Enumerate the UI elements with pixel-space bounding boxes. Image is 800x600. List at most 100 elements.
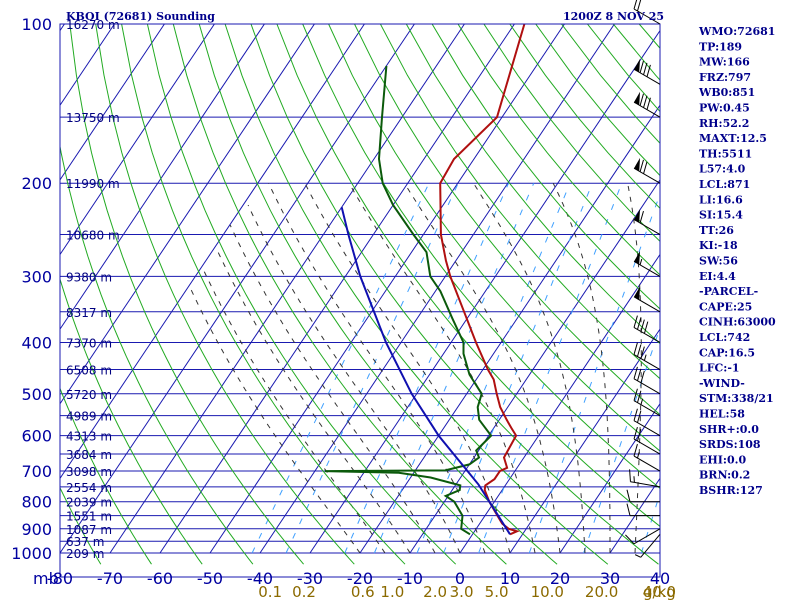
- index-value: CAP:16.5: [699, 346, 755, 359]
- index-value: MAXT:12.5: [699, 132, 767, 145]
- dry-adiabat: [795, 24, 800, 564]
- pressure-unit-label: mb: [33, 569, 59, 588]
- wind-barb: [633, 0, 661, 25]
- height-label: 10680 m: [66, 229, 120, 243]
- wind-barb: [633, 388, 661, 417]
- mixing-ratio-unit: g/kg: [643, 583, 676, 600]
- moist-adiabat: [348, 182, 536, 554]
- barb-full: [637, 390, 642, 403]
- wind-barb: [626, 503, 660, 517]
- mixing-ratio-label: 3.0: [450, 583, 474, 600]
- moist-adiabat: [189, 287, 361, 554]
- temperature-tick-label: -10: [397, 569, 423, 588]
- dry-adiabat: [431, 24, 660, 310]
- barb-full: [633, 0, 638, 10]
- index-value: SW:56: [699, 255, 738, 268]
- pressure-tick-label: 400: [21, 333, 52, 352]
- wind-barb: [633, 342, 661, 370]
- indices-panel: WMO:72681 TP:189 MW:166 FRZ:797 WB0:851 PW:0.…: [698, 25, 776, 497]
- barb-full: [626, 503, 631, 516]
- barb-full: [637, 429, 642, 442]
- dry-adiabat: [379, 24, 660, 380]
- height-label: 209 m: [66, 547, 104, 561]
- height-label: 3098 m: [66, 465, 112, 479]
- barb-staff: [633, 167, 661, 184]
- moist-adiabat: [659, 547, 660, 553]
- index-value: CINH:63000: [699, 316, 776, 329]
- mixing-ratio-label: 0.2: [292, 583, 316, 600]
- isotherm-line: [60, 24, 215, 256]
- index-value: TT:26: [699, 224, 734, 237]
- dry-adiabat: [198, 24, 558, 565]
- dry-adiabat: [354, 24, 660, 416]
- isotherm-line: [60, 24, 265, 331]
- dry-adiabat: [250, 24, 659, 565]
- barb-full: [640, 319, 645, 332]
- dry-adiabats: [60, 24, 800, 565]
- wind-barb: [633, 315, 661, 343]
- wind-barb: [633, 408, 661, 437]
- wind-barb: [626, 489, 660, 503]
- pressure-tick-label: 800: [21, 493, 52, 512]
- wind-barb: [633, 286, 661, 313]
- barb-staff: [633, 354, 661, 370]
- mixing-ratio-label: 1.0: [380, 583, 404, 600]
- barb-full: [633, 427, 638, 440]
- barb-half: [637, 451, 640, 459]
- height-label: 7370 m: [66, 336, 112, 350]
- moist-adiabat: [229, 224, 436, 554]
- index-value: LFC:-1: [699, 362, 740, 375]
- temperature-tick-label: 0: [455, 569, 465, 588]
- index-value: BSHR:127: [699, 484, 763, 497]
- pressure-tick-label: 300: [21, 267, 52, 286]
- mixing-ratio-label: 20.0: [585, 583, 618, 600]
- dry-adiabat: [276, 24, 660, 528]
- barb-full: [643, 62, 648, 75]
- temperature-tick-label: -60: [147, 569, 173, 588]
- index-value: FRZ:797: [699, 71, 751, 84]
- dry-adiabat: [121, 24, 406, 565]
- isotherm-line: [60, 24, 365, 480]
- barb-flag: [634, 251, 641, 265]
- isotherm-line: [309, 29, 660, 554]
- height-label: 8317 m: [66, 306, 112, 320]
- isotherm-line: [559, 402, 660, 554]
- barb-staff: [633, 455, 661, 472]
- dry-adiabat: [146, 24, 457, 565]
- temperature-tick-label: -80: [47, 569, 73, 588]
- barb-staff: [633, 420, 661, 437]
- temperature-tick-label: -40: [247, 569, 273, 588]
- pressure-tick-label: 500: [21, 385, 52, 404]
- mixing-ratio-line: [285, 183, 459, 554]
- pressure-tick-label: 200: [21, 174, 52, 193]
- profile-lines: [324, 24, 526, 536]
- valid-time: 1200Z 8 NOV 25: [563, 10, 664, 23]
- index-value: BRN:0.2: [699, 469, 750, 482]
- isotherm-line: [359, 104, 660, 554]
- height-label: 4313 m: [66, 430, 112, 444]
- height-label: 2039 m: [66, 496, 112, 510]
- barb-full: [637, 344, 642, 357]
- wind-barb: [633, 366, 661, 395]
- moist-adiabat: [268, 182, 486, 554]
- wind-barb: [633, 91, 661, 118]
- barb-full: [633, 388, 638, 401]
- barb-flag: [634, 209, 641, 223]
- wind-barb: [633, 209, 661, 235]
- barb-flag: [634, 58, 641, 73]
- pressure-tick-label: 700: [21, 462, 52, 481]
- index-value: KI:-18: [699, 239, 738, 252]
- barb-full: [629, 469, 631, 482]
- isotherm-line: [0, 24, 14, 553]
- mixing-ratio-line: [344, 183, 509, 554]
- height-label: 4989 m: [66, 410, 112, 424]
- barb-half: [634, 554, 641, 558]
- mixing-ratio-line: [443, 183, 593, 554]
- index-value: SI:15.4: [699, 209, 743, 222]
- wind-barb: [634, 534, 661, 558]
- moist-adiabat: [247, 204, 461, 554]
- temperature-tick-label: -50: [197, 569, 223, 588]
- height-label: 9380 m: [66, 270, 112, 284]
- index-value: TH:5511: [699, 147, 752, 160]
- wind-barb: [625, 528, 661, 545]
